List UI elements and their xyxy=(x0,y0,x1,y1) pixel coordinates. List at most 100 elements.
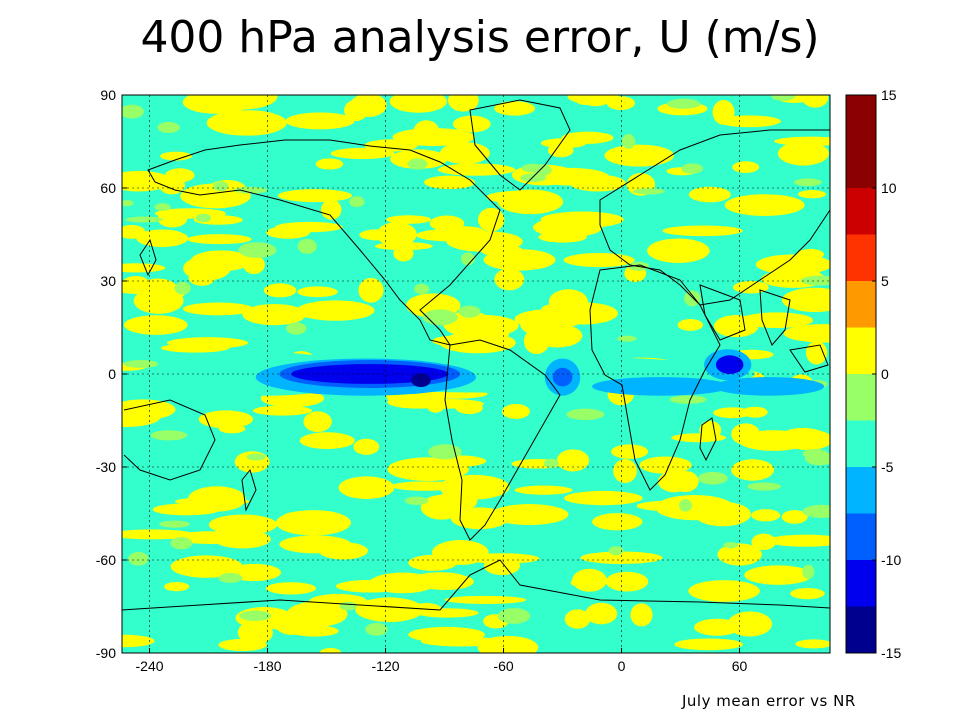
colorbar-axis: 15 10 5 0 -5 -10 -15 xyxy=(872,87,901,661)
positive-error-patch xyxy=(190,250,252,272)
colorbar-tick-label: -10 xyxy=(881,552,901,568)
positive-error-patch xyxy=(277,189,352,203)
positive-error-patch xyxy=(731,459,775,481)
positive-error-patch xyxy=(781,510,808,524)
near-zero-patch xyxy=(621,134,636,149)
positive-error-patch xyxy=(286,601,348,627)
positive-error-patch xyxy=(655,494,735,521)
positive-error-patch xyxy=(782,287,830,313)
positive-error-patch xyxy=(123,315,188,335)
positive-error-patch xyxy=(160,343,230,353)
near-zero-patch xyxy=(157,121,180,134)
error-contour-band xyxy=(411,373,431,388)
near-zero-patch xyxy=(407,158,428,170)
positive-error-patch xyxy=(580,551,663,564)
positive-error-patch xyxy=(285,112,355,130)
positive-error-patch xyxy=(283,511,311,521)
positive-error-patch xyxy=(170,555,243,578)
positive-error-patch xyxy=(494,101,535,116)
map-plot-area xyxy=(122,95,830,653)
positive-error-patch xyxy=(160,151,192,161)
positive-error-patch xyxy=(242,303,307,326)
positive-error-patch xyxy=(547,143,574,158)
positive-error-patch xyxy=(444,595,527,604)
near-zero-patch xyxy=(404,496,429,505)
x-tick-label: -60 xyxy=(493,658,513,674)
positive-error-patch xyxy=(494,268,525,291)
positive-error-patch xyxy=(688,186,731,203)
near-zero-patch xyxy=(800,275,830,286)
positive-error-patch xyxy=(532,323,583,348)
near-zero-patch xyxy=(414,283,430,295)
positive-error-patch xyxy=(781,429,830,451)
positive-error-patch xyxy=(152,503,221,516)
positive-error-patch xyxy=(299,432,355,450)
near-zero-patch xyxy=(566,408,605,421)
positive-error-patch xyxy=(699,420,722,440)
positive-error-patch xyxy=(320,647,341,653)
colorbar xyxy=(845,94,877,654)
positive-error-patch xyxy=(724,194,805,216)
positive-error-patch xyxy=(647,238,710,263)
near-zero-patch xyxy=(154,203,171,211)
near-zero-patch xyxy=(681,163,704,174)
positive-error-patch xyxy=(796,248,824,260)
positive-error-patch xyxy=(564,609,591,629)
near-zero-patch xyxy=(339,601,358,611)
positive-error-patch xyxy=(416,608,479,618)
positive-error-patch xyxy=(783,324,830,343)
near-zero-patch xyxy=(608,546,624,556)
positive-error-patch xyxy=(713,407,752,419)
positive-error-patch xyxy=(182,302,254,316)
colorbar-tick-label: -5 xyxy=(881,459,894,475)
near-zero-patch xyxy=(365,622,388,636)
positive-error-patch xyxy=(432,540,489,565)
positive-error-patch xyxy=(777,141,829,166)
positive-error-patch xyxy=(639,456,692,474)
colorbar-segment xyxy=(846,327,876,374)
positive-error-patch xyxy=(413,120,440,145)
near-zero-patch xyxy=(632,188,665,195)
positive-error-patch xyxy=(718,115,781,128)
near-zero-patch xyxy=(723,542,738,549)
x-tick-label: 60 xyxy=(732,658,748,674)
positive-error-patch xyxy=(556,449,590,472)
positive-error-patch xyxy=(563,253,635,268)
positive-error-patch xyxy=(604,144,674,167)
positive-error-patch xyxy=(198,410,254,429)
near-zero-patch xyxy=(802,449,828,459)
positive-error-patch xyxy=(374,242,433,251)
positive-error-patch xyxy=(630,603,653,627)
positive-error-patch xyxy=(740,312,814,328)
positive-error-patch xyxy=(497,189,564,215)
positive-error-patch xyxy=(335,579,404,593)
near-zero-patch xyxy=(747,482,782,491)
positive-error-patch xyxy=(790,587,825,600)
chart-title: 400 hPa analysis error, U (m/s) xyxy=(140,12,820,63)
near-zero-patch xyxy=(461,252,475,266)
positive-error-patch xyxy=(731,423,761,445)
near-zero-patch xyxy=(150,430,188,441)
positive-error-patch xyxy=(795,639,830,649)
near-zero-patch xyxy=(159,520,190,528)
positive-error-patch xyxy=(727,611,773,637)
positive-error-patch xyxy=(122,263,166,273)
positive-error-patch xyxy=(712,99,735,125)
near-zero-patch xyxy=(218,573,243,583)
positive-error-patch xyxy=(440,486,478,513)
y-axis: 90 60 30 0 -30 -60 -90 xyxy=(96,87,127,661)
near-zero-patch xyxy=(246,453,266,461)
near-zero-patch xyxy=(802,564,815,580)
positive-error-patch xyxy=(751,533,776,551)
positive-error-patch xyxy=(218,424,246,434)
colorbar-segment xyxy=(846,188,876,235)
positive-error-patch xyxy=(122,529,195,540)
near-zero-patch xyxy=(286,322,307,335)
near-zero-patch xyxy=(195,213,212,223)
colorbar-segment xyxy=(846,141,876,188)
near-zero-patch xyxy=(698,471,728,485)
near-zero-patch xyxy=(678,499,692,512)
colorbar-segment xyxy=(846,513,876,560)
positive-error-patch xyxy=(805,341,828,365)
positive-error-patch xyxy=(501,403,530,419)
